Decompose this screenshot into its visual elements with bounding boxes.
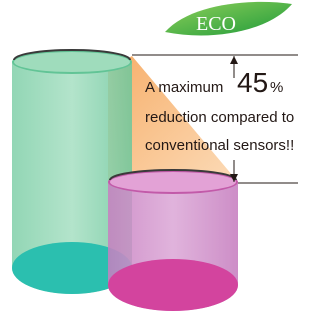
callout-unit: % bbox=[270, 79, 283, 96]
callout-line: conventional sensors!! bbox=[145, 137, 294, 154]
callout-line: reduction compared to bbox=[145, 109, 294, 126]
callout-value: 45 bbox=[237, 67, 268, 98]
small-cylinder bbox=[108, 170, 238, 311]
infographic: ECO A maximum 45 % reduction compared to… bbox=[0, 0, 336, 316]
callout-prefix: A maximum bbox=[145, 79, 223, 96]
arrow-head bbox=[230, 56, 238, 64]
eco-badge: ECO bbox=[196, 13, 236, 35]
